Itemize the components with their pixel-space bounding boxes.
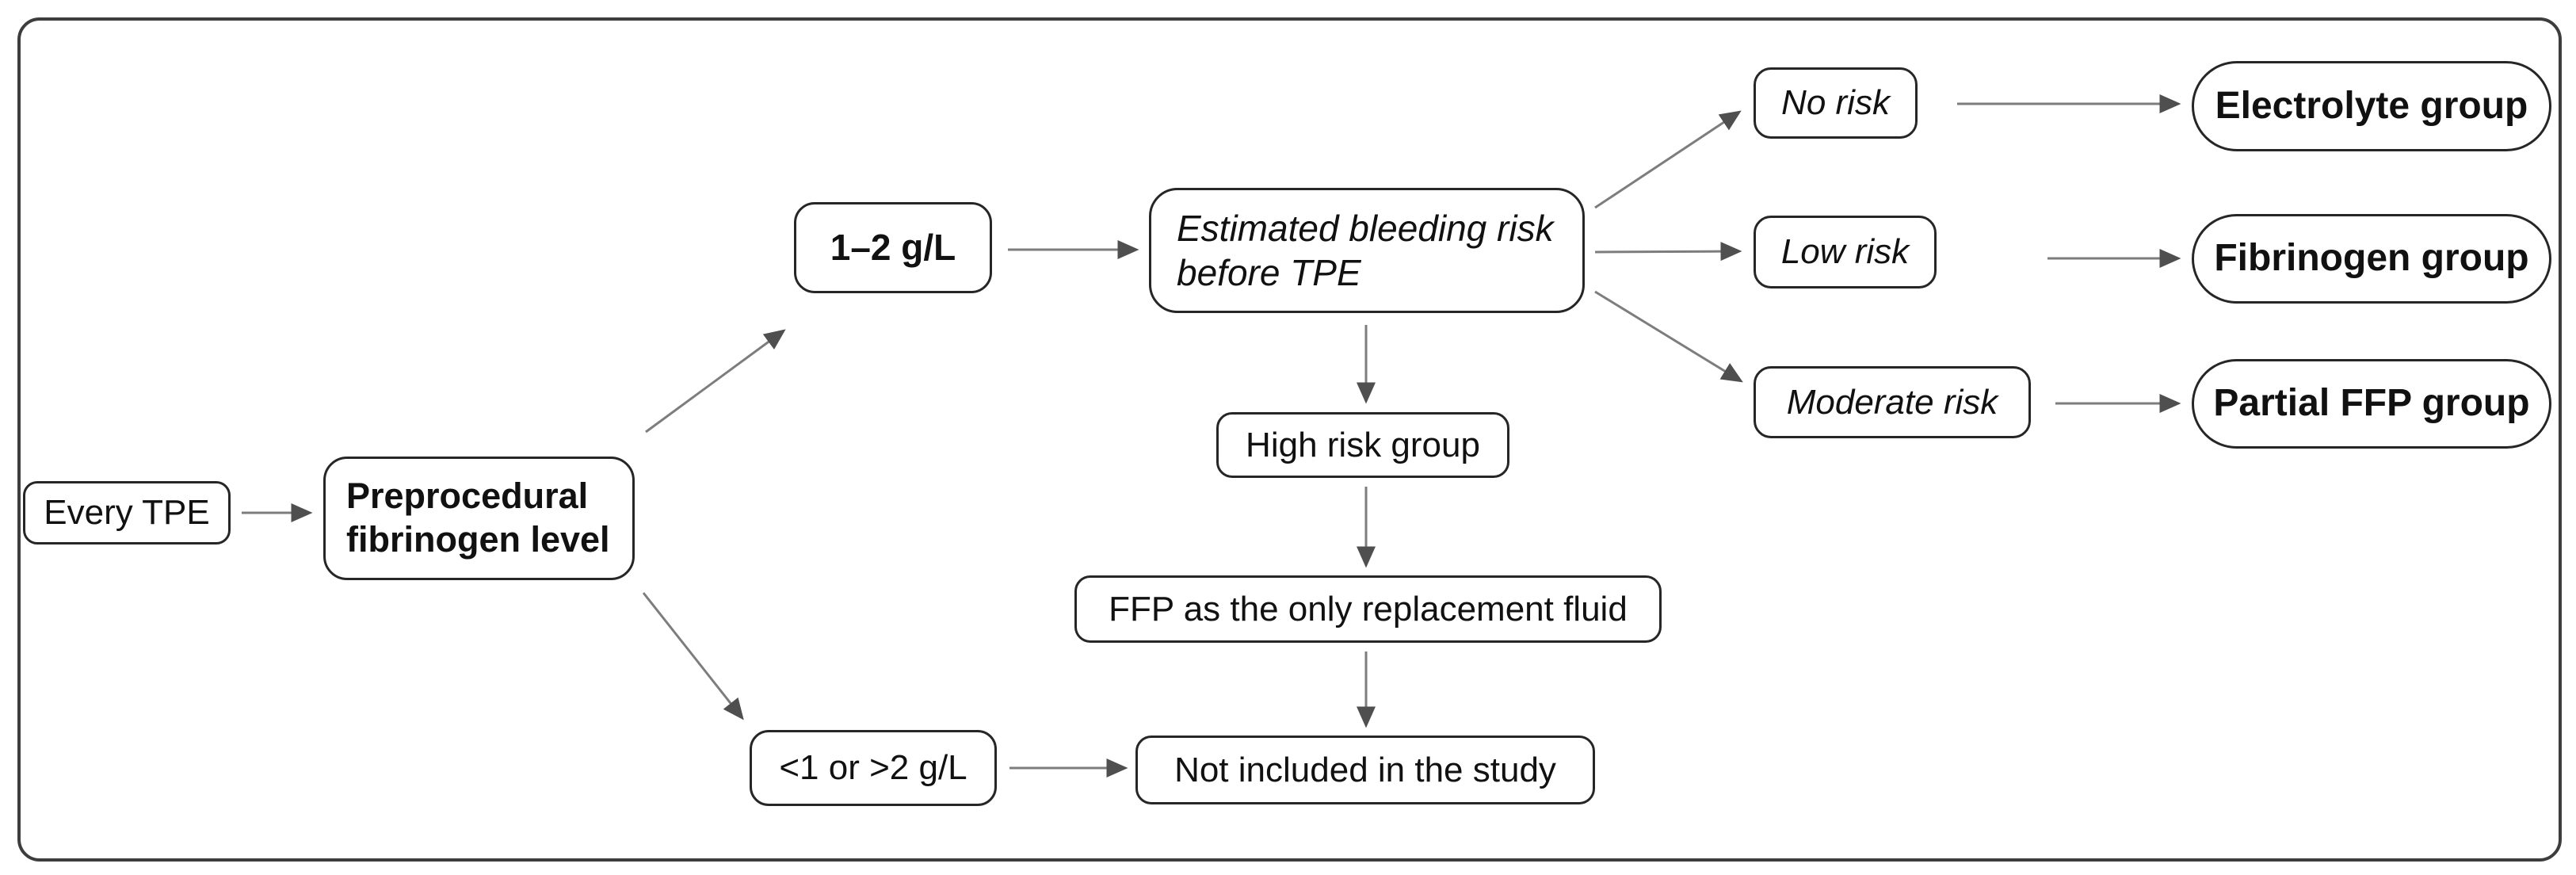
- node-range-lt1-gt2-gl: <1 or >2 g/L: [750, 730, 997, 806]
- node-electrolyte-group: Electrolyte group: [2192, 61, 2551, 151]
- node-low-risk: Low risk: [1754, 216, 1937, 288]
- arrow-estimated-to-no-risk: [1594, 110, 1742, 209]
- node-range-1-2-gl: 1–2 g/L: [794, 202, 992, 293]
- node-no-risk: No risk: [1754, 67, 1918, 139]
- node-not-included-in-study: Not included in the study: [1135, 736, 1595, 804]
- node-every-tpe: Every TPE: [23, 481, 231, 544]
- arrow-estimated-to-moderate-risk: [1594, 290, 1743, 383]
- arrow-preprocedural-to-range-out: [642, 592, 744, 720]
- node-partial-ffp-group: Partial FFP group: [2192, 359, 2551, 449]
- node-fibrinogen-group: Fibrinogen group: [2192, 214, 2551, 304]
- node-ffp-only-replacement-fluid: FFP as the only replacement fluid: [1074, 575, 1662, 643]
- node-moderate-risk: Moderate risk: [1754, 366, 2031, 438]
- arrow-estimated-to-low-risk: [1594, 242, 1742, 262]
- node-high-risk-group: High risk group: [1216, 412, 1509, 478]
- node-preprocedural-fibrinogen-level: Preprocedural fibrinogen level: [323, 457, 635, 580]
- arrow-preprocedural-to-range-1-2: [645, 329, 786, 434]
- node-estimated-bleeding-risk: Estimated bleeding risk before TPE: [1149, 188, 1585, 313]
